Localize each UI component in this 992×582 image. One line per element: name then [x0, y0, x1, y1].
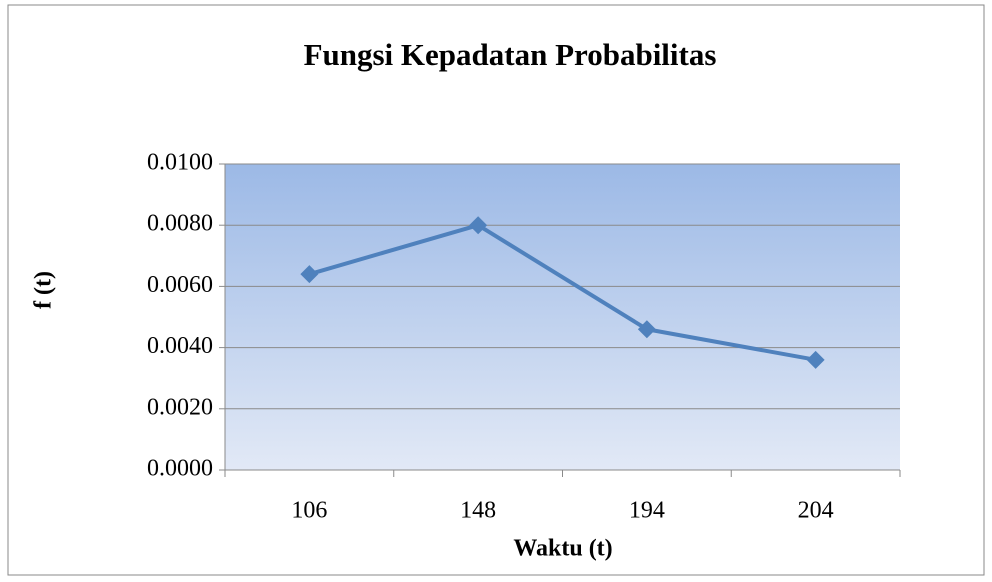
x-tick-label: 106: [291, 498, 327, 524]
x-tick-label: 148: [460, 498, 496, 524]
y-tick-label: 0.0100: [147, 150, 213, 176]
y-tick-label: 0.0080: [147, 211, 213, 237]
data-point: [300, 265, 319, 284]
x-axis-label: Waktu (t): [513, 536, 612, 562]
series-line: [308, 223, 816, 362]
data-point: [469, 216, 488, 235]
x-tick-label: 204: [798, 498, 834, 524]
data-point: [637, 320, 656, 339]
y-tick-label: 0.0040: [147, 333, 213, 359]
y-tick-label: 0.0020: [147, 394, 213, 420]
y-tick-label: 0.0000: [147, 456, 213, 482]
data-point: [806, 350, 825, 369]
x-tick-label: 194: [629, 498, 665, 524]
chart-title: Fungsi Kepadatan Probabilitas: [304, 37, 717, 72]
y-axis-label: f (t): [31, 271, 57, 309]
y-tick-label: 0.0060: [147, 272, 213, 298]
plot-area: [225, 164, 900, 470]
